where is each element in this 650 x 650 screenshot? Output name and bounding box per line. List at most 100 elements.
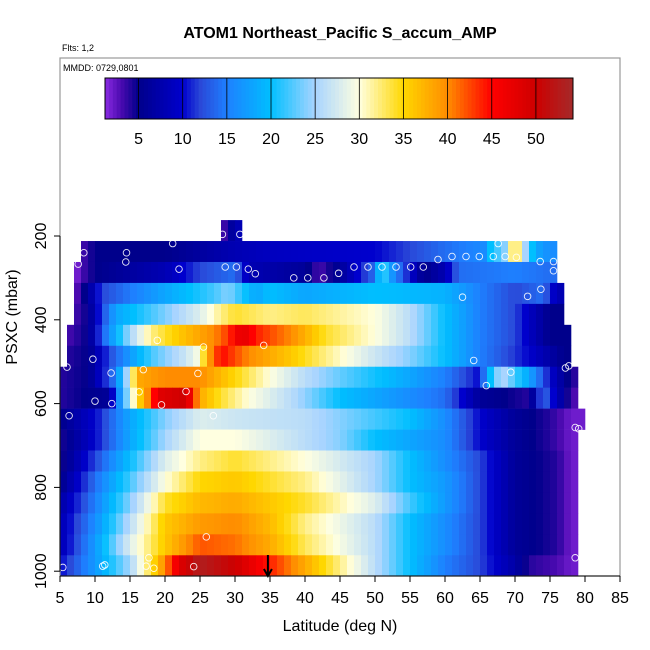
colorbar-segment [225,78,231,119]
heatmap-cell [116,241,124,263]
heatmap-cell [95,261,103,284]
heatmap-cell [81,492,89,514]
heatmap-cell [284,324,292,347]
observation-marker [122,249,131,257]
heatmap-cell [326,366,334,388]
heatmap-cell [396,471,404,493]
heatmap-cell [74,387,82,409]
heatmap-cell [410,492,418,514]
observation-marker [189,562,198,571]
heatmap-cell [424,324,432,347]
heatmap-cell [249,429,257,451]
heatmap-cell [389,450,397,472]
heatmap-cell [368,241,376,263]
observation-marker [574,424,583,433]
colorbar-segment [432,78,437,119]
colorbar-segment [405,78,410,119]
heatmap-cell [480,241,488,263]
heatmap-cell [277,324,285,347]
heatmap-cell [270,555,278,577]
heatmap-cell [515,303,523,326]
heatmap-cell [543,471,551,493]
heatmap-cell [571,492,579,514]
heatmap-cell [137,492,145,514]
heatmap-cell [333,471,341,493]
colorbar-segment [389,78,395,119]
heatmap-cell [382,345,390,368]
heatmap-cell [130,345,138,368]
heatmap-cell [200,345,208,368]
heatmap-cell [340,261,348,284]
heatmap-cell [179,261,187,284]
heatmap-cell [494,282,502,305]
heatmap-cell [326,324,334,347]
heatmap-cell [389,261,397,284]
heatmap-cell [340,492,348,514]
heatmap-cell [347,282,355,305]
heatmap-cell [557,408,565,430]
colorbar-segment [335,78,340,119]
observation-marker [565,362,573,370]
colorbar-segment [502,78,508,119]
heatmap-cell [564,534,572,556]
heatmap-cell [102,241,110,263]
heatmap-cell [235,534,243,556]
heatmap-cell [305,303,313,326]
heatmap-cell [263,261,271,284]
heatmap-cell [81,366,89,388]
observation-marker [244,265,253,273]
heatmap-cell [249,471,257,493]
heatmap-cell [242,429,250,451]
heatmap-cell [172,282,180,305]
heatmap-cell [445,366,453,388]
colorbar-segment [479,78,484,119]
heatmap-cell [228,387,236,409]
heatmap-cell [564,429,572,451]
heatmap-cell [228,261,236,284]
heatmap-cell [235,220,243,242]
colorbar-segment [440,78,445,119]
heatmap-cell [172,471,180,493]
heatmap-cell [564,513,572,535]
colorbar-segment [537,78,543,119]
heatmap-cell [452,492,460,514]
heatmap-cell [88,429,96,451]
heatmap-cell [277,408,285,430]
heatmap-cell [312,303,320,326]
colorbar-segment [526,78,531,119]
heatmap-cell [137,324,145,347]
heatmap-cell [557,366,565,388]
heatmap-cell [536,450,544,472]
heatmap-cell [319,450,327,472]
heatmap-cell [263,471,271,493]
colorbar-segment [362,78,367,119]
heatmap-cell [529,303,537,326]
heatmap-cell [459,324,467,347]
heatmap-cell [214,282,222,305]
heatmap-cell [564,555,572,577]
arrow-head [263,568,273,579]
heatmap-cell [410,387,418,409]
heatmap-cell [410,241,418,263]
heatmap-cell [256,366,264,388]
colorbar-segment [167,78,172,119]
heatmap-cell [403,241,411,263]
heatmap-cell [529,450,537,472]
heatmap-cell [529,261,537,284]
observation-marker [80,249,88,257]
heatmap-cell [389,408,397,430]
heatmap-cell [144,534,152,556]
heatmap-cell [284,366,292,388]
heatmap-cell [130,555,138,577]
heatmap-cell [179,513,187,535]
heatmap-cell [60,513,68,535]
heatmap-cell [508,366,516,388]
heatmap-cell [375,408,383,430]
heatmap-cell [361,471,369,493]
heatmap-cell [137,408,145,430]
heatmap-cell [417,492,425,514]
observation-marker [142,562,150,570]
colorbar-segment [487,78,492,119]
heatmap-cell [172,387,180,409]
heatmap-cell [298,534,306,556]
